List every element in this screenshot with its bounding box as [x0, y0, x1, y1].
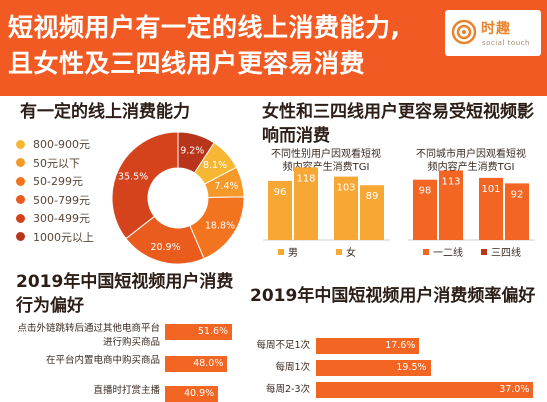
tgi-data-label: 92 — [511, 189, 524, 200]
bar — [165, 386, 219, 402]
bar-category-label: 每周不足1次 — [256, 340, 310, 351]
donut-data-label: 35.5% — [118, 172, 148, 183]
bar-category-label: 在平台内置电商中购买商品 — [45, 355, 160, 366]
page-title: 短视频用户有一定的线上消费能力, 且女性及三四线用户更容易消费 — [8, 10, 438, 82]
tgi-bar — [360, 185, 384, 240]
tgi-legend-label: 女 — [346, 246, 356, 259]
page-title-line1: 短视频用户有一定的线上消费能力, — [8, 13, 401, 42]
tgi-data-label: 96 — [274, 187, 287, 198]
donut-data-label: 18.8% — [205, 221, 235, 232]
tgi-section-title: 女性和三四线用户更容易受短视频影响而消费 — [262, 102, 534, 146]
tgi-data-label: 118 — [296, 173, 315, 184]
bar-value-label: 19.5% — [396, 362, 427, 373]
bar-value-label: 48.0% — [193, 358, 224, 369]
bar-value-label: 37.0% — [499, 384, 530, 395]
tgi-subtitle-line2: 频内容产生消费TGI — [428, 160, 515, 173]
donut-data-label: 7.4% — [214, 181, 238, 192]
frequency-bar-chart: 每周不足1次 17.6% 每周1次 19.5% 每周2-3次 37.0% — [250, 334, 547, 400]
tgi-data-label: 98 — [419, 186, 432, 197]
bar-category-label: 直播时打赏主播 — [93, 385, 160, 396]
tgi-legend-label: 三四线 — [491, 246, 521, 259]
tgi-data-label: 113 — [441, 176, 460, 187]
legend-swatch — [16, 158, 25, 168]
tgi-bar — [334, 176, 358, 240]
logo: 时趣 social touch — [445, 10, 541, 56]
page-title-line2: 且女性及三四线用户更容易消费 — [8, 49, 366, 78]
logo-subtitle: social touch — [482, 39, 530, 47]
tgi-subtitle-line1: 不同性别用户因观看短视 — [271, 147, 381, 160]
legend-label: 300-499元 — [33, 212, 90, 226]
behavior-chart-title: 2019年中国短视频用户消费行为偏好 — [16, 272, 234, 316]
tgi-legend-swatch — [278, 249, 284, 255]
behavior-bar-chart: 点击外链跳转后通过其他电商平台进行购买商品 51.6% 在平台内置电商中购买商品 48… — [0, 316, 250, 402]
tgi-data-label: 103 — [336, 183, 355, 194]
donut-chart-title: 有一定的线上消费能力 — [20, 102, 190, 122]
legend-label: 1000元以上 — [33, 230, 94, 244]
donut-legend: 800-900元 50元以下 50-299元 500-799元 300-499元 1000… — [16, 135, 126, 246]
legend-label: 500-799元 — [33, 193, 90, 207]
tgi-bar — [268, 180, 292, 240]
bar-category-label: 每周1次 — [275, 362, 310, 373]
bar — [316, 382, 534, 398]
legend-item: 800-900元 — [16, 135, 126, 154]
tgi-data-label: 89 — [366, 191, 379, 202]
legend-label: 800-900元 — [33, 138, 90, 152]
logo-spiral-icon — [451, 19, 477, 45]
logo-name: 时趣 — [481, 21, 511, 37]
legend-item: 300-499元 — [16, 209, 126, 228]
donut-slice — [111, 131, 179, 240]
bar-value-label: 51.6% — [197, 326, 229, 337]
header-banner: 短视频用户有一定的线上消费能力, 且女性及三四线用户更容易消费 时趣 socia… — [0, 0, 547, 96]
tgi-legend-swatch — [423, 249, 429, 255]
bar — [316, 338, 420, 354]
tgi-bar — [413, 179, 437, 240]
tgi-legend-label: 一二线 — [433, 246, 463, 259]
legend-swatch — [16, 176, 25, 186]
tgi-bar — [439, 170, 463, 240]
donut-data-label: 20.9% — [150, 242, 180, 253]
legend-swatch — [16, 195, 25, 205]
tgi-bar — [294, 167, 318, 240]
donut-data-label: 8.1% — [203, 160, 227, 171]
legend-item: 1000元以上 — [16, 228, 126, 247]
bar-category-label: 每周2-3次 — [265, 384, 310, 395]
donut-slice — [177, 131, 215, 174]
legend-item: 500-799元 — [16, 191, 126, 210]
frequency-chart-title: 2019年中国短视频用户消费频率偏好 — [250, 286, 536, 306]
bar-value-label: 40.9% — [183, 388, 215, 399]
tgi-bar — [479, 177, 503, 240]
legend-item: 50元以下 — [16, 154, 126, 173]
tgi-subtitle-line1: 不同城市用户因观看短视 — [416, 147, 526, 160]
bar-category-label: 点击外链跳转后通过其他电商平台进行购买商品 — [17, 323, 160, 348]
donut-data-label: 9.2% — [180, 146, 204, 157]
bar-value-label: 17.6% — [385, 340, 416, 351]
legend-label: 50元以下 — [33, 156, 80, 170]
tgi-legend-swatch — [481, 249, 487, 255]
legend-swatch — [16, 232, 25, 242]
tgi-data-label: 101 — [481, 184, 500, 195]
legend-swatch — [16, 213, 25, 223]
legend-swatch — [16, 139, 25, 149]
tgi-legend-swatch — [336, 249, 342, 255]
donut-chart: 8.1% 7.4% 18.8% 20.9% 35.5% 9.2% — [111, 131, 245, 265]
tgi-legend-label: 男 — [288, 247, 298, 259]
bar — [165, 356, 228, 372]
bar — [316, 360, 431, 376]
legend-label: 50-299元 — [33, 175, 83, 189]
tgi-bar — [505, 183, 529, 240]
legend-item: 50-299元 — [16, 172, 126, 191]
bar — [165, 324, 233, 340]
